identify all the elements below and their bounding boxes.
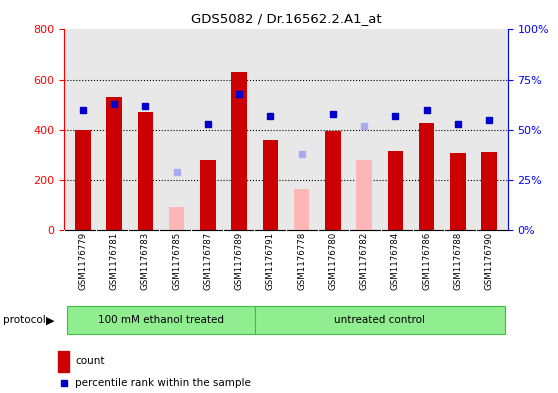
Text: untreated control: untreated control (334, 315, 425, 325)
Bar (294, 189, 309, 230)
Text: GSM1176780: GSM1176780 (328, 232, 338, 290)
Bar (418, 123, 434, 230)
Text: GSM1176791: GSM1176791 (266, 232, 275, 290)
Bar (387, 151, 403, 230)
Bar (232, 72, 247, 230)
Bar (325, 131, 340, 230)
Bar (200, 160, 216, 230)
Text: GSM1176786: GSM1176786 (422, 232, 431, 290)
Text: GSM1176788: GSM1176788 (453, 232, 462, 290)
Bar (481, 152, 497, 230)
Text: 100 mM ethanol treated: 100 mM ethanol treated (98, 315, 224, 325)
Bar (58, 351, 69, 372)
Bar (75, 130, 91, 230)
Text: percentile rank within the sample: percentile rank within the sample (75, 378, 251, 389)
Text: protocol: protocol (3, 315, 46, 325)
Text: ▶: ▶ (46, 315, 55, 325)
Text: GSM1176781: GSM1176781 (110, 232, 119, 290)
Text: GSM1176790: GSM1176790 (484, 232, 493, 290)
Bar (263, 140, 278, 230)
Title: GDS5082 / Dr.16562.2.A1_at: GDS5082 / Dr.16562.2.A1_at (191, 13, 381, 26)
Bar (169, 208, 185, 230)
Text: count: count (75, 356, 105, 366)
Text: GSM1176778: GSM1176778 (297, 232, 306, 290)
Text: GSM1176779: GSM1176779 (79, 232, 88, 290)
Text: GSM1176789: GSM1176789 (234, 232, 244, 290)
FancyBboxPatch shape (68, 306, 255, 334)
Text: GSM1176783: GSM1176783 (141, 232, 150, 290)
Bar (356, 160, 372, 230)
Text: GSM1176785: GSM1176785 (172, 232, 181, 290)
Text: GSM1176784: GSM1176784 (391, 232, 400, 290)
Bar (450, 154, 465, 230)
Text: GSM1176787: GSM1176787 (203, 232, 213, 290)
Bar (138, 112, 153, 230)
Bar (107, 97, 122, 230)
FancyBboxPatch shape (255, 306, 504, 334)
Text: GSM1176782: GSM1176782 (359, 232, 369, 290)
